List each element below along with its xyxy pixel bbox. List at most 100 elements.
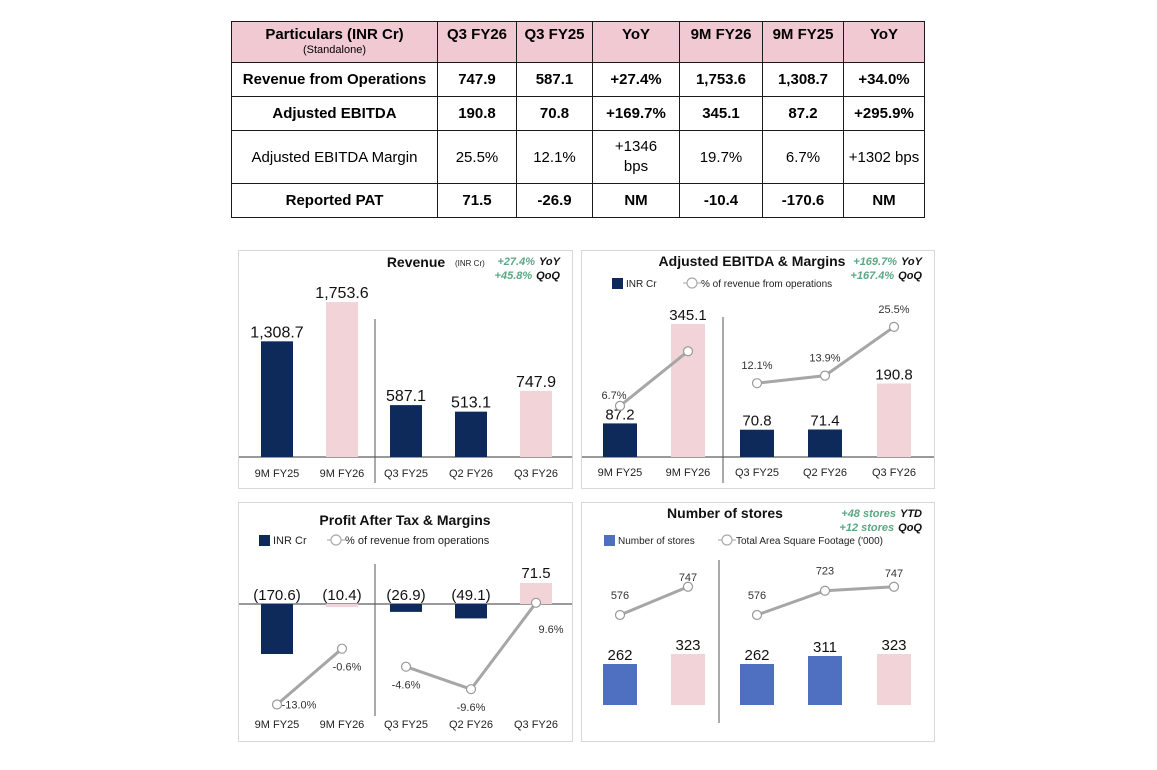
chart-svg: Number of stores +48 stores YTD +12 stores Q… bbox=[603, 505, 922, 723]
chart-svg: Revenue (INR Cr) +27.4% YoY +45.8% QoQ 1,308.7… bbox=[239, 254, 572, 483]
bar-value-label: 70.8 bbox=[742, 413, 771, 430]
growth-annotation: +12 stores QoQ bbox=[839, 522, 922, 534]
category-label: 9M FY26 bbox=[320, 719, 365, 731]
bar-4 bbox=[520, 583, 552, 604]
category-label: 9M FY25 bbox=[255, 468, 300, 480]
line-point-1 bbox=[682, 581, 694, 592]
table-cell: 747.9 bbox=[437, 62, 517, 97]
row-label: Adjusted EBITDA Margin bbox=[231, 130, 438, 184]
line-point-1 bbox=[682, 346, 694, 357]
growth-annotation: +27.4% YoY bbox=[497, 256, 561, 268]
table-cell: +1302 bps bbox=[843, 130, 925, 184]
table-row: Adjusted EBITDA 190.8 70.8 +169.7% 345.1 87.2… bbox=[231, 96, 925, 131]
table-cell: +1346 bps bbox=[592, 130, 680, 184]
growth-value: +45.8% bbox=[495, 270, 533, 282]
growth-value: +169.7% bbox=[853, 256, 897, 268]
header-subtitle: (Standalone) bbox=[303, 44, 366, 56]
chart-svg: Profit After Tax & Margins INR Cr % of rev… bbox=[239, 512, 572, 731]
growth-value: +27.4% bbox=[497, 256, 535, 268]
table-cell: 1,753.6 bbox=[679, 62, 763, 97]
bar-1 bbox=[671, 654, 705, 705]
legend-marker-icon bbox=[330, 534, 342, 546]
stores-chart-panel: Number of stores +48 stores YTD +12 stores Q… bbox=[581, 502, 935, 742]
category-label: Q2 FY26 bbox=[449, 719, 493, 731]
line-point-label: 747 bbox=[679, 572, 697, 584]
table-cell: 19.7% bbox=[679, 130, 763, 184]
table-row: Revenue from Operations 747.9 587.1 +27.4% 1… bbox=[231, 62, 925, 97]
line-point-label: 723 bbox=[816, 566, 834, 578]
legend-marker-icon bbox=[721, 534, 733, 546]
category-label: Q2 FY26 bbox=[449, 468, 493, 480]
line-point-4 bbox=[530, 597, 542, 608]
line-point-4 bbox=[888, 321, 900, 333]
line-point-label: 13.9% bbox=[809, 353, 840, 365]
category-label: 9M FY26 bbox=[666, 467, 711, 479]
growth-annotation: +169.7% YoY bbox=[853, 256, 923, 268]
table-cell: 6.7% bbox=[762, 130, 844, 184]
line-point-1 bbox=[336, 643, 348, 654]
line-point-0 bbox=[614, 609, 626, 621]
category-label: Q3 FY25 bbox=[384, 468, 428, 480]
category-label: Q3 FY25 bbox=[384, 719, 428, 731]
legend-label: INR Cr bbox=[626, 279, 657, 290]
line-series-segment bbox=[619, 350, 689, 408]
chart-title: Profit After Tax & Margins bbox=[319, 512, 490, 528]
bar-value-label: 1,753.6 bbox=[315, 285, 368, 302]
column-header: Q3 FY25 bbox=[516, 21, 593, 63]
bar-2 bbox=[390, 604, 422, 612]
category-label: Q2 FY26 bbox=[803, 467, 847, 479]
bar-0 bbox=[261, 604, 293, 654]
category-label: Q3 FY26 bbox=[514, 468, 558, 480]
revenue-chart-panel: Revenue (INR Cr) +27.4% YoY +45.8% QoQ 1,308.7… bbox=[238, 250, 573, 489]
line-point-4 bbox=[888, 581, 900, 592]
bar-value-label: 345.1 bbox=[669, 307, 707, 324]
table-cell: 190.8 bbox=[437, 96, 517, 131]
bar-4 bbox=[520, 390, 552, 457]
bar-0 bbox=[261, 341, 293, 457]
category-label: 9M FY25 bbox=[255, 719, 300, 731]
category-label: Q3 FY25 bbox=[735, 467, 779, 479]
line-point-2 bbox=[751, 378, 763, 389]
line-point-3 bbox=[819, 585, 831, 596]
bar-value-label: 71.5 bbox=[521, 565, 550, 582]
bar-value-label: 262 bbox=[744, 647, 769, 664]
line-point-label: 25.5% bbox=[878, 304, 909, 316]
column-header: Q3 FY26 bbox=[437, 21, 517, 63]
growth-value: +12 stores bbox=[839, 522, 894, 534]
table-cell: +295.9% bbox=[843, 96, 925, 131]
bar-value-label: 1,308.7 bbox=[250, 324, 303, 341]
bar-4 bbox=[877, 654, 911, 705]
bar-1 bbox=[326, 302, 358, 457]
table-cell: +27.4% bbox=[592, 62, 680, 97]
bar-value-label: 190.8 bbox=[875, 366, 913, 383]
bar-value-label: 311 bbox=[813, 639, 837, 656]
table-row: Adjusted EBITDA Margin 25.5% 12.1% +1346 bp… bbox=[231, 130, 925, 184]
table-cell: 71.5 bbox=[437, 183, 517, 218]
line-point-label: 576 bbox=[611, 590, 629, 602]
table-cell: 1,308.7 bbox=[762, 62, 844, 97]
bar-value-label: (26.9) bbox=[386, 587, 425, 604]
legend-bar-swatch bbox=[604, 535, 615, 546]
growth-period: QoQ bbox=[536, 270, 560, 282]
line-point-label: 747 bbox=[885, 568, 903, 580]
row-label: Adjusted EBITDA bbox=[231, 96, 438, 131]
category-label: 9M FY26 bbox=[320, 468, 365, 480]
column-header: YoY bbox=[843, 21, 925, 63]
bar-0 bbox=[603, 423, 637, 457]
bar-value-label: 323 bbox=[675, 637, 700, 654]
table-cell: +34.0% bbox=[843, 62, 925, 97]
pat-chart-panel: Profit After Tax & Margins INR Cr % of rev… bbox=[238, 502, 573, 742]
legend-bar-swatch bbox=[259, 535, 270, 546]
line-point-2 bbox=[400, 661, 412, 672]
growth-period: YoY bbox=[901, 256, 924, 268]
financial-summary-table: Particulars (INR Cr) (Standalone) Q3 FY2… bbox=[231, 21, 925, 218]
chart-title-unit: (INR Cr) bbox=[455, 259, 485, 268]
table-cell: -170.6 bbox=[762, 183, 844, 218]
chart-svg: Adjusted EBITDA & Margins +169.7% YoY +167.… bbox=[582, 253, 934, 483]
bar-3 bbox=[808, 656, 842, 705]
bar-3 bbox=[455, 604, 487, 619]
legend-label: Total Area Square Footage ('000) bbox=[736, 536, 883, 547]
bar-value-label: 747.9 bbox=[516, 374, 556, 391]
table-cell: 87.2 bbox=[762, 96, 844, 131]
legend-label: % of revenue from operations bbox=[701, 279, 832, 290]
